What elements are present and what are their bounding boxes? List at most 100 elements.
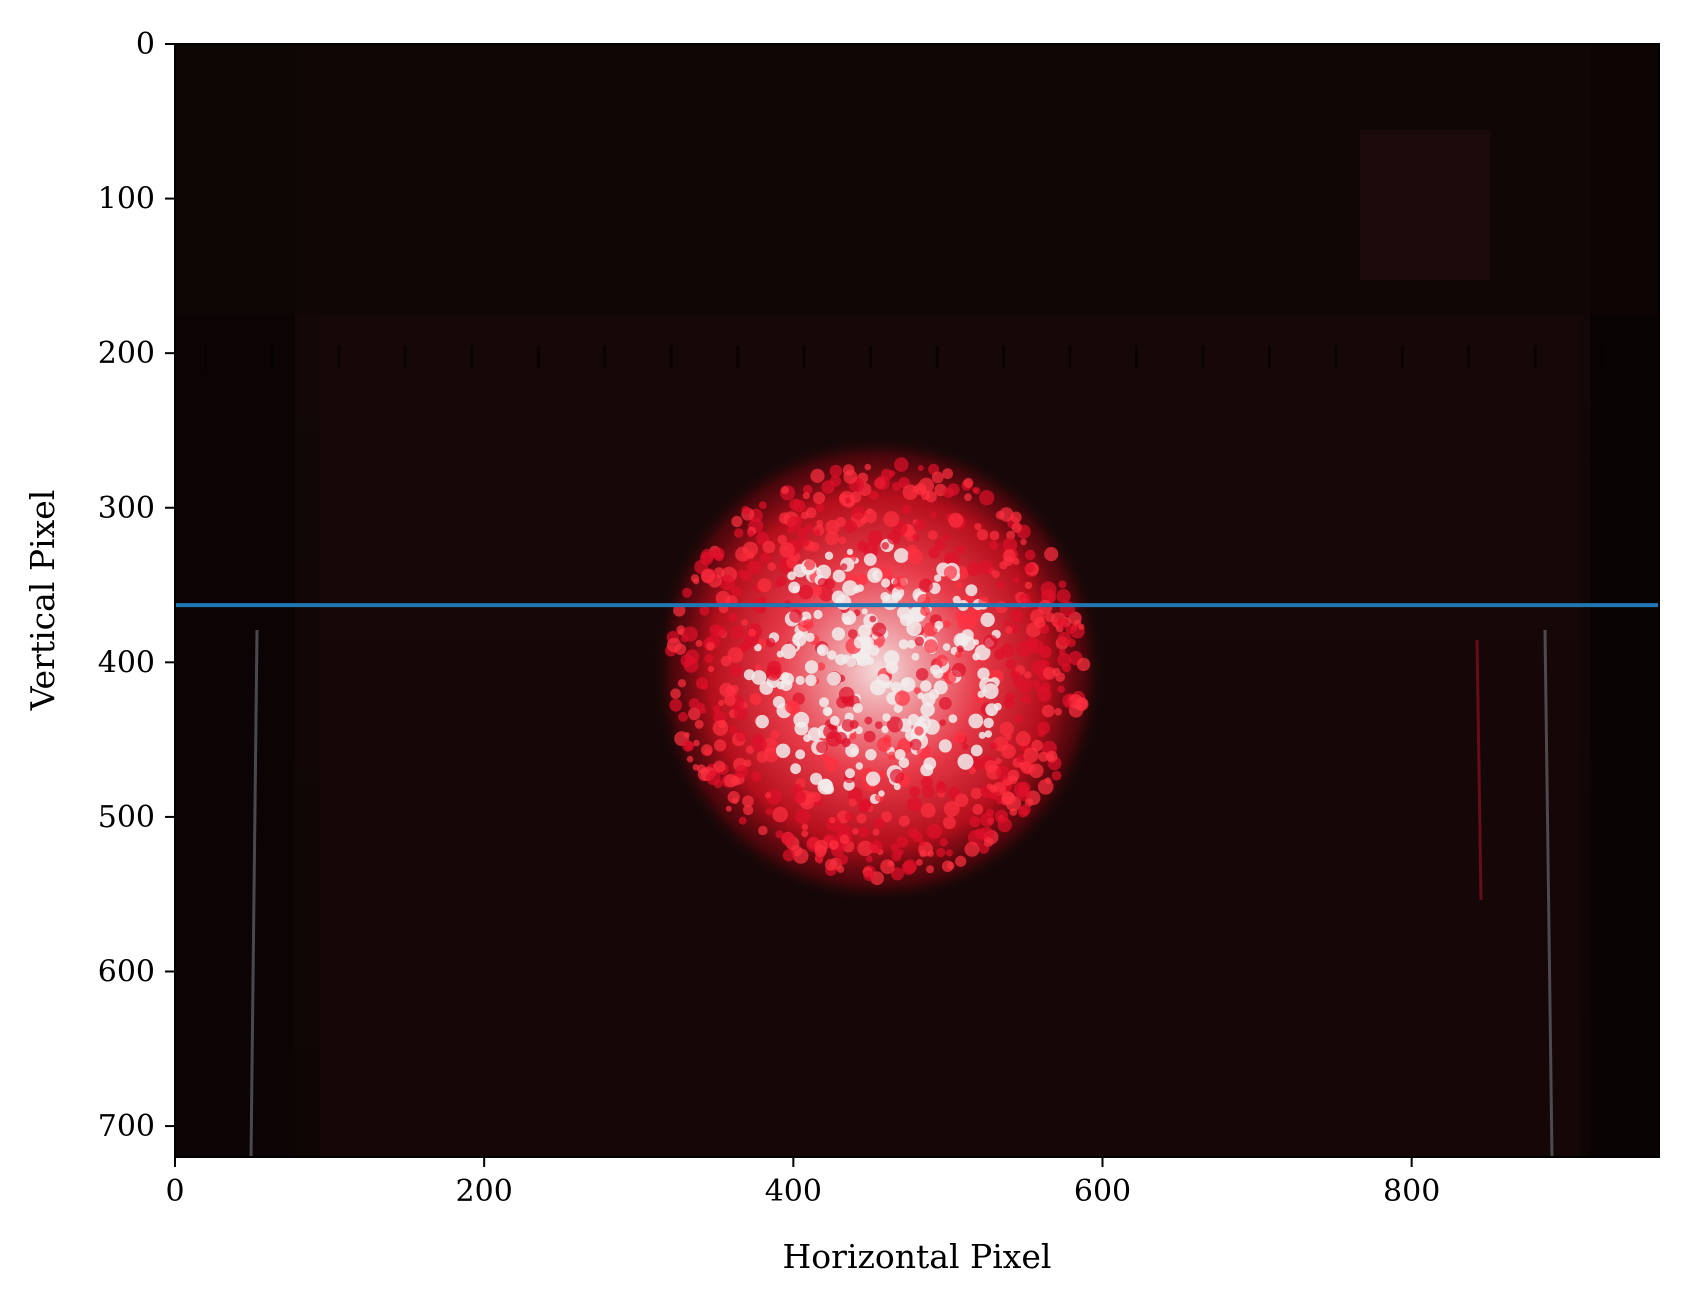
speckle-dot (921, 785, 935, 798)
speckle-dot (781, 832, 795, 846)
speckle-dot (890, 681, 902, 693)
speckle-dot (881, 725, 889, 734)
speckle-dot (909, 738, 922, 751)
speckle-dot (852, 703, 863, 714)
speckle-dot (712, 547, 725, 560)
speckle-dot (905, 615, 915, 625)
speckle-dot (827, 650, 837, 660)
speckle-dot (1058, 648, 1066, 656)
y-tick-label: 500 (98, 800, 155, 835)
speckle-dot (700, 569, 716, 584)
speckle-dot (894, 749, 906, 760)
speckle-dot (1043, 666, 1056, 680)
speckle-dot (1046, 753, 1055, 762)
speckle-dot (1016, 754, 1025, 763)
speckle-dot (790, 763, 801, 775)
speckle-dot (914, 726, 924, 736)
speckle-dot (775, 743, 791, 758)
speckle-dot (816, 519, 824, 527)
speckle-dot (856, 813, 867, 824)
speckle-dot (851, 506, 865, 520)
speckle-dot (881, 811, 892, 823)
speckle-dot (1024, 581, 1033, 590)
speckle-dot (1020, 538, 1027, 546)
speckle-dot (973, 639, 979, 646)
speckle-dot (743, 759, 752, 767)
speckle-dot (989, 784, 998, 793)
speckle-dot (907, 827, 919, 839)
speckle-dot (765, 792, 772, 799)
speckle-dot (970, 744, 983, 757)
speckle-dot (939, 719, 946, 726)
speckle-dot (928, 547, 940, 559)
speckle-dot (972, 487, 979, 493)
speckle-dot (995, 510, 1005, 520)
speckle-dot (942, 468, 953, 480)
speckle-dot (742, 795, 754, 807)
speckle-dot (996, 798, 1003, 805)
speckle-dot (692, 764, 699, 771)
plot-area (175, 44, 1659, 1157)
speckle-dot (976, 529, 989, 541)
speckle-dot (690, 574, 700, 583)
speckle-dot (863, 542, 879, 558)
speckle-dot (840, 563, 848, 571)
x-tick-label: 800 (1383, 1174, 1440, 1209)
speckle-dot (754, 664, 762, 672)
speckle-dot (926, 823, 943, 840)
x-tick-label: 400 (765, 1174, 822, 1209)
speckle-dot (758, 606, 766, 614)
speckle-dot (809, 541, 820, 552)
speckle-dot (995, 757, 1002, 765)
speckle-dot (957, 753, 974, 770)
speckle-dot (985, 703, 999, 717)
speckle-dot (937, 780, 945, 788)
speckle-dot (849, 732, 857, 740)
speckle-dot (745, 745, 755, 754)
speckle-dot (819, 697, 829, 708)
speckle-dot (1037, 729, 1046, 737)
speckle-dot (696, 764, 706, 774)
speckle-dot (923, 757, 937, 771)
speckle-dot (755, 714, 769, 729)
scene-right-rod (1543, 629, 1554, 1157)
speckle-dot (1019, 804, 1031, 816)
speckle-dot (1044, 547, 1059, 562)
speckle-dot (963, 477, 974, 489)
speckle-dot (858, 624, 872, 638)
speckle-dot (980, 612, 995, 627)
speckle-dot (727, 647, 744, 663)
scene-ruler-marks (204, 345, 1604, 369)
speckle-dot (814, 844, 827, 857)
speckle-dot (894, 457, 909, 472)
speckle-dot (798, 584, 814, 600)
speckle-dot (901, 678, 911, 687)
speckle-dot (896, 836, 909, 848)
speckle-dot (912, 533, 920, 541)
speckle-dot (948, 714, 958, 723)
speckle-dot (955, 855, 967, 867)
speckle-dot (741, 619, 748, 626)
speckle-dot (729, 664, 743, 677)
speckle-dot (934, 620, 944, 630)
speckle-dot (955, 651, 962, 658)
speckle-dot (898, 815, 910, 827)
speckle-dot (713, 760, 726, 773)
speckle-dot (775, 830, 784, 839)
speckle-dot (919, 840, 926, 846)
speckle-dot (728, 613, 738, 623)
speckle-dot (919, 850, 927, 858)
speckle-dot (795, 675, 805, 686)
speckle-dot (1021, 694, 1031, 704)
speckle-dot (967, 562, 982, 577)
speckle-dot (943, 671, 957, 684)
speckle-dot (1056, 589, 1071, 604)
speckle-dot (770, 729, 780, 739)
x-tick-label: 0 (165, 1174, 184, 1209)
speckle-dot (683, 732, 690, 738)
speckle-dot (846, 548, 854, 556)
speckle-dot (894, 690, 911, 706)
speckle-dot (1006, 530, 1016, 540)
speckle-dot (804, 660, 819, 674)
